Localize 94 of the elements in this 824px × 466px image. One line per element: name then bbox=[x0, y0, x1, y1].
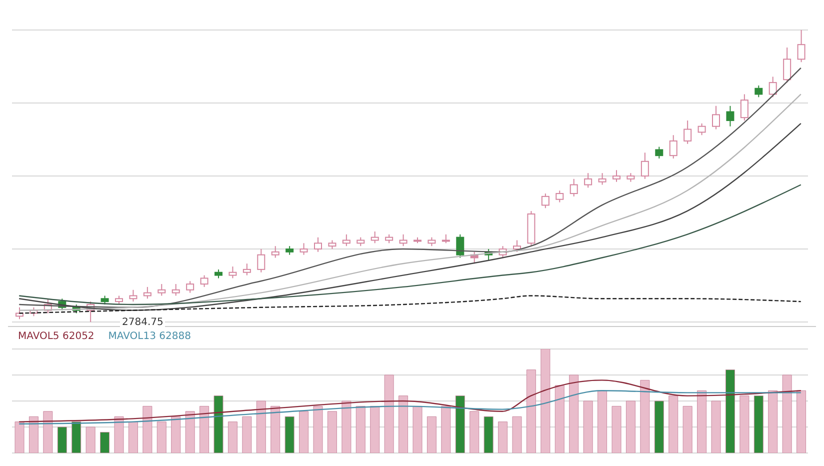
bar bbox=[740, 396, 750, 453]
bar bbox=[626, 400, 636, 453]
bar bbox=[384, 374, 394, 453]
bar bbox=[498, 422, 508, 453]
candlestick bbox=[129, 289, 138, 302]
candlestick bbox=[143, 286, 152, 300]
candlestick bbox=[342, 234, 350, 247]
candlestick bbox=[740, 94, 748, 122]
candlestick bbox=[513, 240, 521, 252]
bar bbox=[782, 374, 792, 453]
candlestick bbox=[172, 284, 180, 296]
candlestick bbox=[640, 152, 649, 180]
candlestick bbox=[669, 134, 678, 159]
bar bbox=[200, 406, 210, 453]
bar bbox=[526, 370, 536, 453]
bar bbox=[398, 396, 408, 453]
bar bbox=[612, 406, 622, 453]
bar bbox=[412, 406, 422, 453]
candlestick bbox=[598, 172, 606, 186]
bar bbox=[57, 426, 67, 453]
bar bbox=[256, 400, 266, 453]
bar bbox=[370, 406, 380, 453]
bar bbox=[512, 416, 522, 453]
bar bbox=[86, 426, 96, 453]
candlestick bbox=[768, 76, 777, 98]
bar bbox=[598, 390, 608, 453]
bar bbox=[228, 422, 238, 453]
bar bbox=[171, 416, 181, 453]
candlestick bbox=[456, 234, 464, 258]
bar bbox=[725, 370, 735, 453]
bar bbox=[697, 390, 707, 453]
bar bbox=[356, 406, 366, 453]
bar bbox=[569, 374, 579, 453]
bar bbox=[114, 416, 124, 453]
candlestick bbox=[754, 84, 763, 98]
bar bbox=[270, 406, 280, 453]
bar bbox=[640, 380, 650, 453]
bar bbox=[299, 411, 309, 453]
candlestick bbox=[314, 236, 322, 252]
bar bbox=[682, 406, 692, 453]
candlestick bbox=[712, 105, 720, 130]
bar bbox=[313, 406, 323, 453]
bar bbox=[342, 400, 352, 453]
candlestick bbox=[797, 30, 806, 63]
bar bbox=[327, 411, 337, 453]
bar bbox=[214, 396, 224, 453]
text: MAVOL5 62052 bbox=[18, 331, 94, 342]
bar bbox=[484, 416, 494, 453]
annotation: 2784.75 bbox=[120, 317, 166, 328]
bar bbox=[14, 422, 24, 453]
bar bbox=[470, 411, 480, 453]
candlestick bbox=[271, 246, 280, 258]
bar bbox=[242, 416, 252, 453]
candlestick bbox=[584, 172, 592, 188]
candlestick bbox=[783, 47, 792, 84]
bar bbox=[654, 400, 664, 453]
bar bbox=[441, 406, 451, 453]
bar bbox=[28, 416, 38, 453]
candlestick bbox=[556, 190, 564, 203]
bar bbox=[754, 396, 764, 453]
bar bbox=[142, 406, 152, 453]
candlestick bbox=[370, 230, 379, 244]
candlestick bbox=[570, 178, 578, 197]
bar bbox=[768, 390, 778, 453]
bar bbox=[583, 400, 593, 453]
bar bbox=[72, 422, 82, 453]
candlestick bbox=[228, 266, 237, 279]
bar bbox=[711, 400, 721, 453]
text: MAVOL13 62888 bbox=[108, 331, 191, 342]
candlestick bbox=[698, 122, 706, 136]
candlestick bbox=[726, 105, 734, 127]
candlestick bbox=[655, 146, 664, 159]
candlestick bbox=[158, 284, 166, 296]
candlestick bbox=[612, 170, 620, 182]
candlestick bbox=[200, 274, 208, 288]
candlestick bbox=[186, 280, 194, 294]
bar bbox=[185, 411, 195, 453]
bar bbox=[796, 390, 806, 453]
bar bbox=[668, 396, 678, 453]
candlestick bbox=[541, 193, 550, 209]
bar bbox=[426, 416, 436, 453]
bar bbox=[554, 385, 564, 453]
bar bbox=[455, 396, 465, 453]
candlestick bbox=[257, 248, 266, 273]
candlestick bbox=[242, 263, 251, 276]
bar bbox=[156, 422, 166, 453]
bar bbox=[43, 411, 53, 453]
candlestick bbox=[399, 234, 408, 247]
bar bbox=[100, 432, 110, 453]
candlestick bbox=[684, 120, 692, 144]
candlestick bbox=[300, 242, 308, 256]
bar bbox=[128, 422, 138, 453]
bar bbox=[540, 349, 550, 453]
bar bbox=[284, 416, 294, 453]
